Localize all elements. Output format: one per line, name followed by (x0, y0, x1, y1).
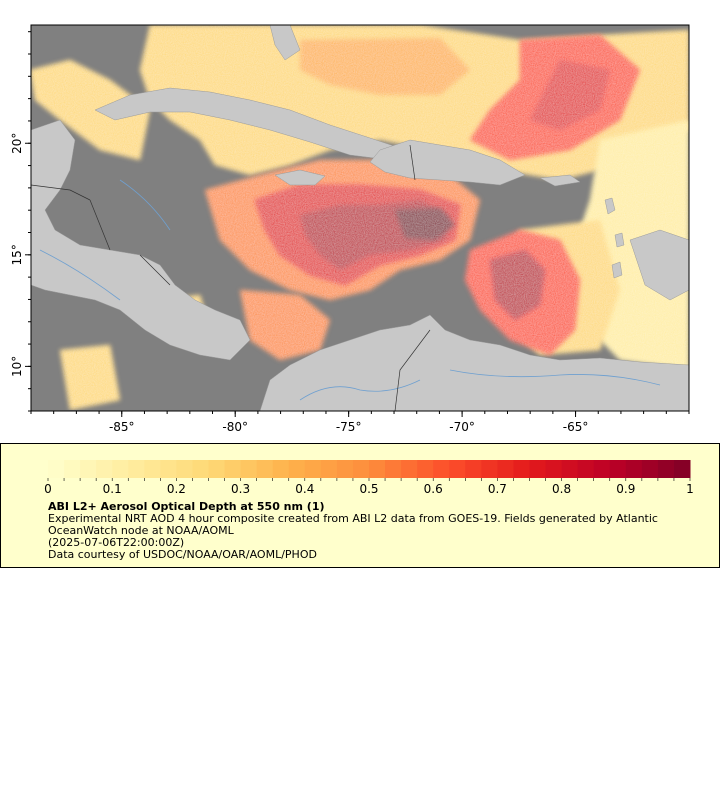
colorbar-swatch (320, 460, 338, 478)
aod-region-southwest (240, 290, 330, 360)
colorbar-tick-label: 0 (44, 482, 52, 496)
land-hispaniola (369, 139, 526, 186)
colorbar-swatch (304, 460, 322, 478)
colorbar-swatch (465, 460, 482, 478)
colorbar-swatch (513, 460, 530, 478)
colorbar-tick-label: 0.3 (231, 482, 250, 496)
legend-text: ABI L2+ Aerosol Optical Depth at 550 nm … (48, 501, 698, 561)
legend-box: 0 0.1 0.2 0.3 0.4 0.5 0.6 0.7 0.8 0.9 1 ABI L2+ Ae… (0, 443, 720, 568)
land-atlantic-clouds (629, 229, 689, 301)
colorbar-swatches (47, 460, 691, 481)
colorbar-swatch (128, 460, 145, 478)
colorbar-tick-label: 0.4 (295, 482, 314, 496)
colorbar-swatch (417, 460, 434, 478)
colorbar-swatch (673, 460, 691, 478)
legend-description: Experimental NRT AOD 4 hour composite cr… (48, 512, 658, 537)
colorbar-tick-label: 0.9 (616, 482, 635, 496)
x-tick-label: -65° (563, 420, 589, 434)
map-frame (30, 24, 690, 412)
y-tick-label: 20° (10, 133, 24, 154)
colorbar-swatch (64, 460, 81, 478)
colorbar-swatch (144, 460, 161, 478)
x-tick-label: -70° (449, 420, 475, 434)
colorbar-swatch (609, 460, 627, 478)
colorbar: 0 0.1 0.2 0.3 0.4 0.5 0.6 0.7 0.8 0.9 1 (44, 460, 694, 496)
land-central-america (31, 119, 251, 361)
colorbar-swatch (272, 460, 290, 478)
colorbar-tick-label: 0.8 (552, 482, 571, 496)
colorbar-swatch (529, 460, 547, 478)
colorbar-swatch (192, 460, 209, 478)
map-panel: -85° -80° -75° -70° -65° 20° 15° 10° (0, 0, 720, 440)
colorbar-swatch (641, 460, 659, 478)
colorbar-swatch (385, 460, 402, 478)
x-tick-label: -85° (109, 420, 135, 434)
colorbar-swatch (352, 460, 370, 478)
aod-region-east-core (490, 250, 545, 320)
y-tick-label: 10° (10, 356, 24, 377)
colorbar-swatch (240, 460, 258, 478)
colorbar-swatch (224, 460, 242, 478)
legend-title: ABI L2+ Aerosol Optical Depth at 550 nm … (48, 500, 325, 513)
land-south-america (259, 314, 689, 411)
colorbar-swatch (561, 460, 579, 478)
colorbar-swatch (256, 460, 274, 478)
aod-region-north-mid (300, 38, 470, 95)
colorbar-labels: 0 0.1 0.2 0.3 0.4 0.5 0.6 0.7 0.8 0.9 1 (44, 482, 694, 496)
colorbar-swatch (48, 460, 65, 478)
x-tick-label: -80° (222, 420, 248, 434)
x-tick-label: -75° (336, 420, 362, 434)
colorbar-tick-label: 0.7 (488, 482, 507, 496)
colorbar-swatch (545, 460, 563, 478)
colorbar-swatch (593, 460, 611, 478)
colorbar-swatch (176, 460, 193, 478)
colorbar-swatch (497, 460, 514, 478)
aod-region-northeast-core (530, 60, 610, 130)
colorbar-tick-label: 0.6 (424, 482, 443, 496)
aod-region-nw-patch (31, 60, 150, 160)
land-lesser-antilles (604, 197, 625, 279)
colorbar-swatch (160, 460, 177, 478)
colorbar-swatch (577, 460, 595, 478)
colorbar-swatch (433, 460, 450, 478)
river-layer (39, 179, 661, 401)
legend-credit: Data courtesy of USDOC/NOAA/OAR/AOML/PHO… (48, 548, 317, 561)
colorbar-tick-label: 0.2 (167, 482, 186, 496)
aerosol-layer (31, 25, 689, 410)
border-layer (31, 144, 431, 411)
colorbar-swatch (336, 460, 354, 478)
colorbar-swatch (625, 460, 643, 478)
colorbar-swatch (288, 460, 306, 478)
colorbar-swatch (481, 460, 498, 478)
colorbar-swatch (80, 460, 97, 478)
land-layer (31, 25, 689, 411)
y-tick-label: 15° (10, 244, 24, 265)
aod-region-southwest-coast (60, 345, 120, 410)
colorbar-tick-label: 0.5 (359, 482, 378, 496)
land-puerto-rico (539, 174, 581, 187)
colorbar-swatch (369, 460, 386, 478)
land-bahamas (269, 25, 301, 61)
colorbar-swatch (401, 460, 418, 478)
colorbar-swatch (449, 460, 466, 478)
map-ticks: -85° -80° -75° -70° -65° 20° 15° 10° (10, 31, 690, 434)
aod-map[interactable]: -85° -80° -75° -70° -65° 20° 15° 10° (0, 0, 720, 440)
colorbar-swatch (657, 460, 675, 478)
colorbar-tick-label: 0.1 (103, 482, 122, 496)
colorbar-tick-label: 1 (686, 482, 694, 496)
colorbar-swatch (208, 460, 226, 478)
legend-date: (2025-07-06T22:00:00Z) (48, 536, 185, 549)
land-jamaica (274, 169, 326, 186)
aod-region-caribbean-peak (395, 208, 455, 240)
colorbar-swatch (112, 460, 129, 478)
colorbar-swatch (96, 460, 113, 478)
